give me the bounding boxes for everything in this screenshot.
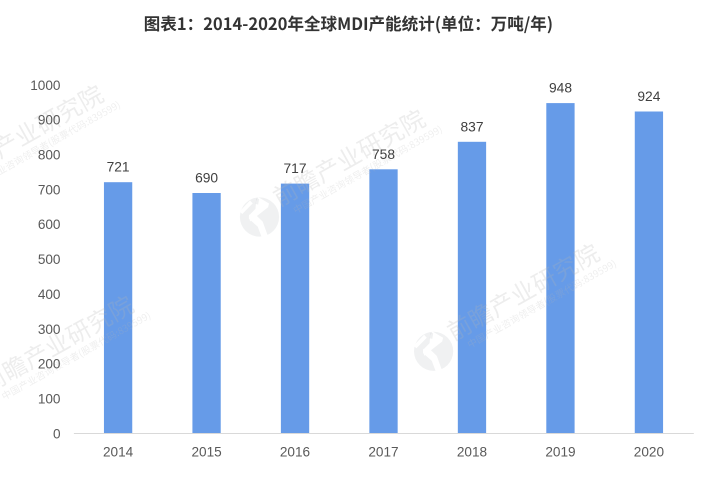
svg-text:300: 300 [38,322,61,337]
svg-text:100: 100 [38,391,61,406]
svg-text:800: 800 [38,148,61,163]
svg-text:1000: 1000 [30,78,61,93]
svg-text:500: 500 [38,252,61,267]
svg-text:717: 717 [283,161,306,176]
svg-text:900: 900 [38,113,61,128]
svg-text:600: 600 [38,217,61,232]
svg-text:700: 700 [38,182,61,197]
svg-text:2018: 2018 [457,445,487,460]
svg-text:2014: 2014 [103,445,134,460]
svg-text:0: 0 [53,426,61,441]
svg-text:758: 758 [372,147,395,162]
svg-text:690: 690 [195,171,218,186]
svg-text:2016: 2016 [280,445,310,460]
svg-text:2019: 2019 [545,445,575,460]
svg-text:2017: 2017 [368,445,398,460]
svg-text:721: 721 [107,160,130,175]
svg-text:948: 948 [549,81,572,96]
svg-text:924: 924 [637,89,660,104]
svg-text:400: 400 [38,287,61,302]
svg-text:200: 200 [38,357,61,372]
svg-text:2020: 2020 [634,445,665,460]
svg-text:2015: 2015 [191,445,221,460]
svg-text:837: 837 [460,119,483,134]
